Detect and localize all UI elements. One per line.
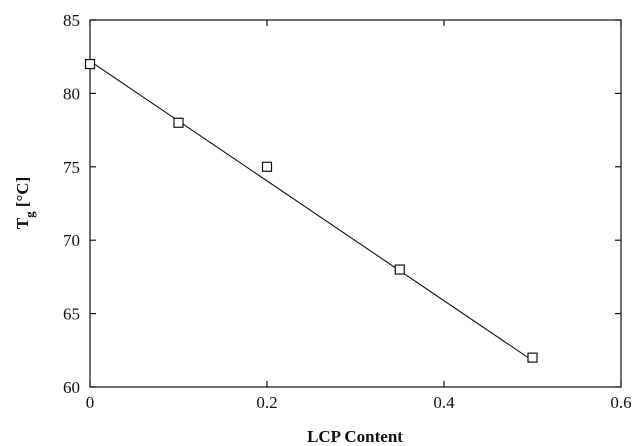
x-tick-label: 0.4 xyxy=(433,393,455,412)
y-tick-label: 80 xyxy=(63,84,80,103)
plot-frame xyxy=(89,19,622,388)
y-axis-title: Tg [°C] xyxy=(13,177,37,230)
y-tick-label: 70 xyxy=(63,231,80,250)
y-axis: 60 65 70 75 80 85 xyxy=(63,11,621,397)
data-point xyxy=(84,58,96,70)
y-tick-label: 65 xyxy=(63,305,80,324)
y-tick-label: 60 xyxy=(63,378,80,397)
fit-line xyxy=(89,60,533,362)
x-axis-title: LCP Content xyxy=(307,427,403,446)
x-tick-label: 0.6 xyxy=(610,393,631,412)
x-axis: 0 0.2 0.4 0.6 xyxy=(86,20,632,412)
data-series xyxy=(84,58,538,363)
data-point xyxy=(173,117,184,128)
x-tick-label: 0.2 xyxy=(256,393,277,412)
data-point xyxy=(394,264,405,275)
data-point xyxy=(261,161,273,172)
y-tick-label: 75 xyxy=(63,158,80,177)
data-point xyxy=(527,352,538,363)
x-tick-label: 0 xyxy=(86,393,95,412)
y-tick-label: 85 xyxy=(63,11,80,30)
